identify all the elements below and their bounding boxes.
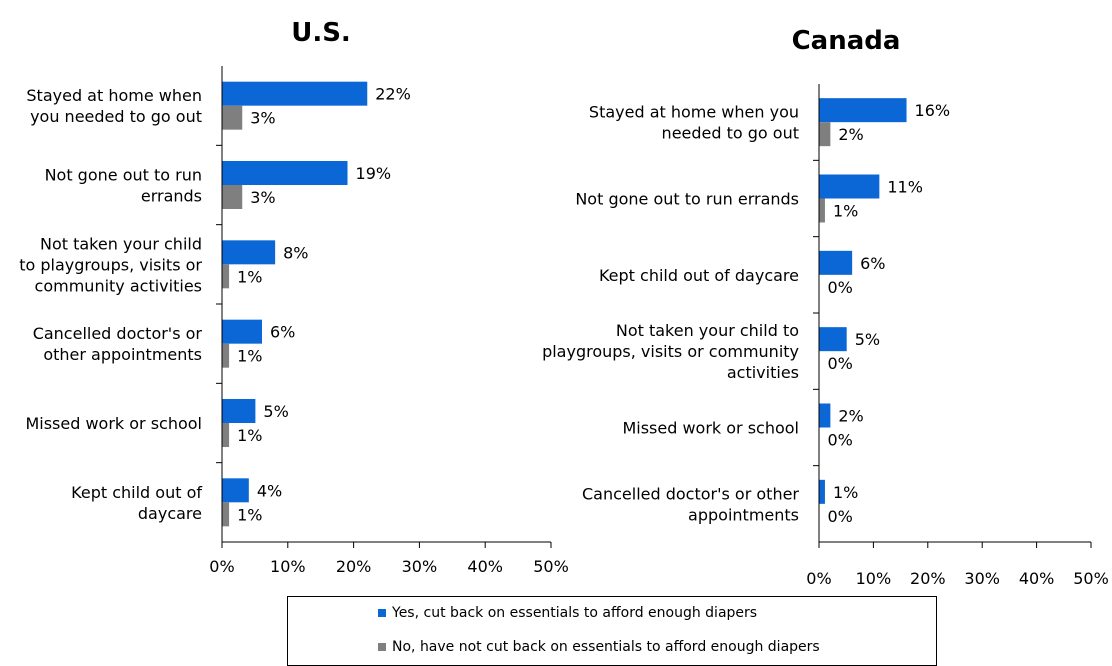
data-label-yes-canada: 11% xyxy=(887,178,923,197)
data-label-yes-canada: 1% xyxy=(833,483,858,502)
data-label-no-us: 1% xyxy=(237,347,262,366)
data-label-yes-us: 19% xyxy=(356,164,392,183)
data-label-no-us: 1% xyxy=(237,505,262,524)
data-label-no-us: 1% xyxy=(237,267,262,286)
category-label-canada: Not taken your child to playgroups, visit… xyxy=(542,321,799,382)
category-label-us: Cancelled doctor's or other appointments xyxy=(33,324,203,364)
bar-yes-us xyxy=(222,478,249,503)
x-tick-label-canada: 50% xyxy=(1073,569,1109,588)
category-label-canada: Missed work or school xyxy=(622,419,799,438)
data-label-yes-canada: 2% xyxy=(838,407,863,426)
x-tick-label-us: 50% xyxy=(533,557,569,576)
category-label-us: Stayed at home when you needed to go out xyxy=(26,86,202,126)
chart-legend: Yes, cut back on essentials to afford en… xyxy=(287,596,937,666)
data-label-no-us: 3% xyxy=(250,188,275,207)
category-label-us: Kept child out of daycare xyxy=(71,483,202,523)
data-label-no-canada: 0% xyxy=(828,507,853,526)
x-tick-label-us: 10% xyxy=(270,557,306,576)
bar-yes-us xyxy=(222,399,256,423)
data-label-no-canada: 0% xyxy=(828,354,853,373)
bar-no-us xyxy=(222,423,230,447)
data-label-no-canada: 2% xyxy=(838,125,863,144)
x-tick-label-us: 20% xyxy=(336,557,372,576)
bar-yes-us xyxy=(222,319,262,344)
x-tick-label-canada: 40% xyxy=(1019,569,1055,588)
category-label-canada: Cancelled doctor's or other appointments xyxy=(582,484,799,524)
category-label-canada: Kept child out of daycare xyxy=(599,266,799,285)
x-tick-label-canada: 20% xyxy=(910,569,946,588)
bar-yes-canada xyxy=(819,250,853,275)
chart-title-us: U.S. xyxy=(291,18,351,48)
category-label-us: Missed work or school xyxy=(25,414,202,433)
chart-canvas: U.S. 0% 10% 20% 30% 40% 50% Stayed at home when… xyxy=(19,18,1109,588)
x-tick-label-us: 30% xyxy=(402,557,438,576)
bar-yes-us xyxy=(222,240,276,265)
bar-no-canada xyxy=(819,122,831,147)
data-label-yes-canada: 16% xyxy=(915,101,951,120)
legend-label-yes: Yes, cut back on essentials to afford en… xyxy=(392,605,758,621)
x-tick-label-us: 40% xyxy=(467,557,503,576)
bar-yes-us xyxy=(222,81,368,106)
bar-no-us xyxy=(222,264,230,289)
bar-no-us xyxy=(222,502,230,527)
category-label-us: Not taken your child to playgroups, visit… xyxy=(19,234,202,295)
x-tick-label-us: 0% xyxy=(209,557,234,576)
legend-item-yes: Yes, cut back on essentials to afford en… xyxy=(378,605,757,621)
bar-no-us xyxy=(222,105,243,130)
bar-yes-canada xyxy=(819,327,847,352)
data-label-yes-us: 22% xyxy=(375,85,411,104)
data-label-yes-us: 4% xyxy=(257,481,282,500)
chart-us: U.S. 0% 10% 20% 30% 40% 50% Stayed at home when… xyxy=(19,18,569,576)
data-label-no-canada: 0% xyxy=(828,278,853,297)
data-label-yes-us: 5% xyxy=(263,402,288,421)
bar-yes-us xyxy=(222,161,348,185)
legend-swatch-yes xyxy=(378,609,386,617)
x-tick-label-canada: 0% xyxy=(806,569,831,588)
data-label-yes-us: 6% xyxy=(270,323,295,342)
data-label-yes-canada: 6% xyxy=(860,254,885,273)
bar-yes-canada xyxy=(819,98,907,123)
bar-no-us xyxy=(222,185,243,209)
category-label-canada: Not gone out to run errands xyxy=(575,190,799,209)
data-label-no-canada: 0% xyxy=(828,431,853,450)
legend-swatch-no xyxy=(378,643,386,651)
legend-item-no: No, have not cut back on essentials to a… xyxy=(378,639,820,655)
data-label-no-us: 3% xyxy=(250,109,275,128)
legend-label-no: No, have not cut back on essentials to a… xyxy=(392,639,820,655)
bar-yes-canada xyxy=(819,479,825,504)
bar-no-canada xyxy=(819,198,825,223)
category-label-canada: Stayed at home when you needed to go out xyxy=(589,103,799,143)
data-label-no-canada: 1% xyxy=(833,202,858,221)
data-label-yes-canada: 5% xyxy=(855,330,880,349)
bar-yes-canada xyxy=(819,174,880,199)
x-tick-label-canada: 30% xyxy=(964,569,1000,588)
category-label-us: Not gone out to run errands xyxy=(45,166,202,206)
bar-no-us xyxy=(222,343,230,368)
bar-yes-canada xyxy=(819,403,831,428)
chart-canada: Canada 0% 10% 20% 30% 40% 50% Stayed at home wh… xyxy=(542,26,1109,588)
chart-title-canada: Canada xyxy=(792,26,901,56)
data-label-no-us: 1% xyxy=(237,426,262,445)
data-label-yes-us: 8% xyxy=(283,243,308,262)
x-tick-label-canada: 10% xyxy=(856,569,892,588)
